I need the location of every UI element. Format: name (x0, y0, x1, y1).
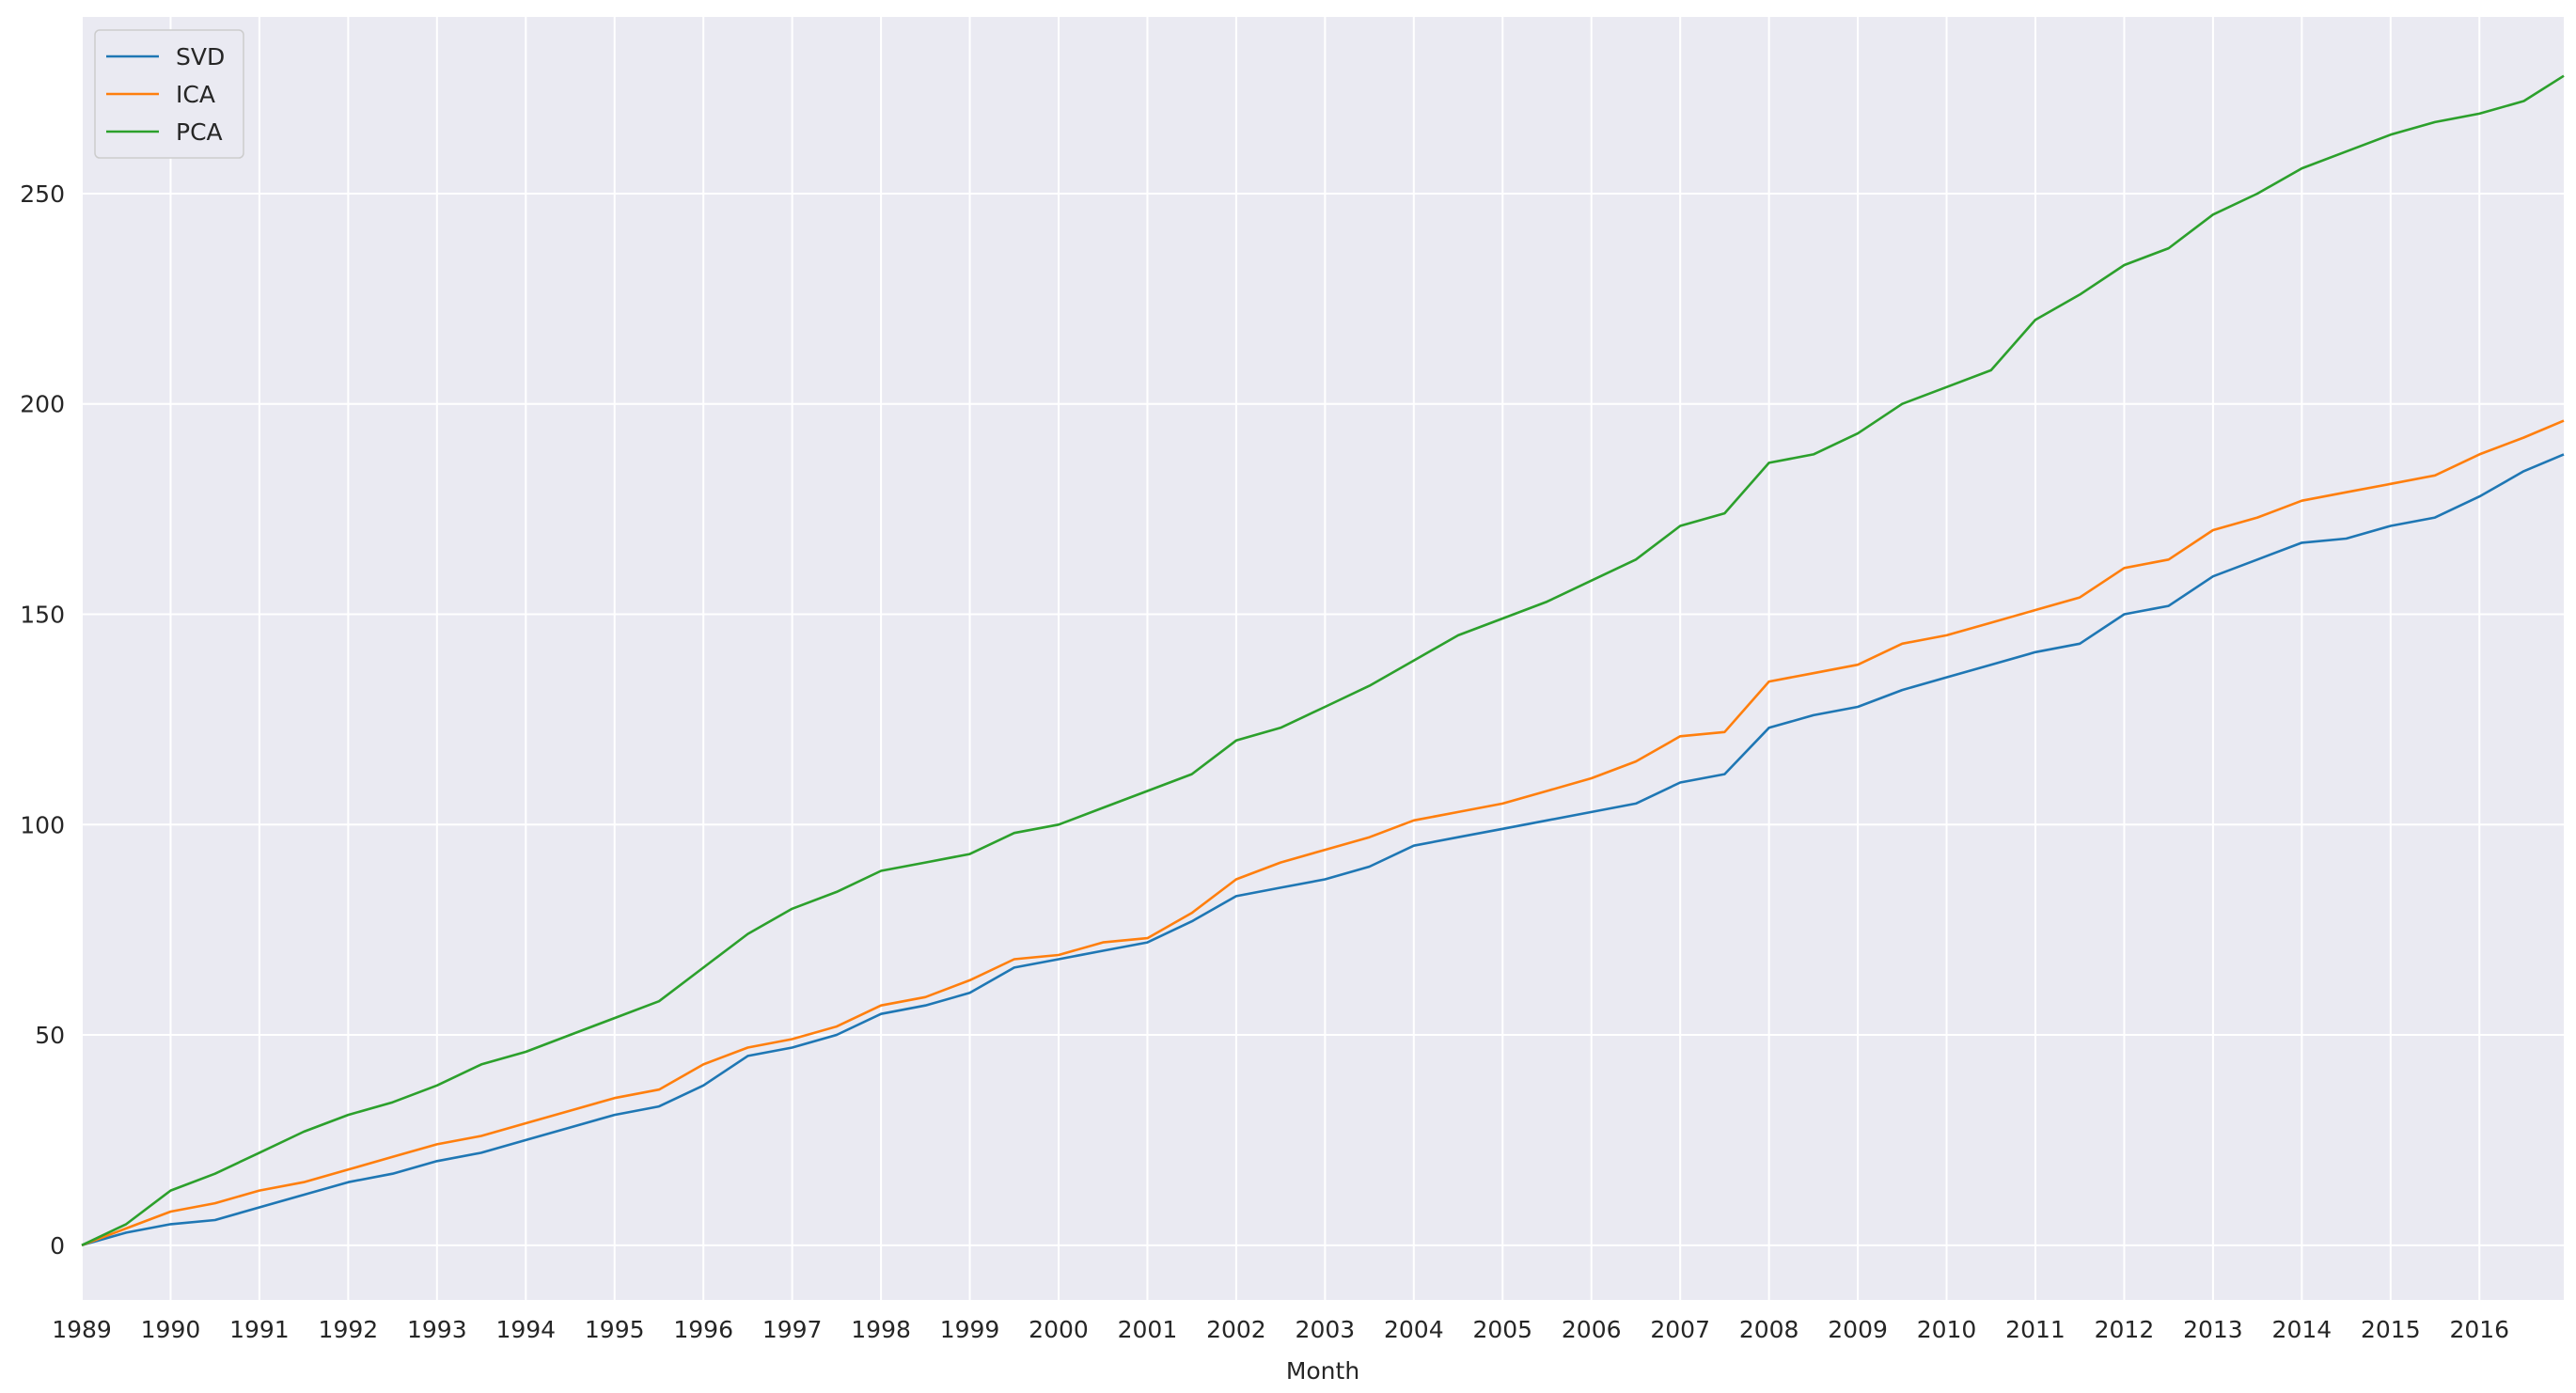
x-tick-label: 1998 (851, 1316, 911, 1343)
legend-label: PCA (176, 118, 223, 146)
x-tick-label: 1995 (585, 1316, 645, 1343)
x-tick-label: 1989 (52, 1316, 112, 1343)
x-tick-label: 2011 (2005, 1316, 2066, 1343)
y-tick-label: 250 (20, 180, 65, 208)
x-tick-label: 2004 (1384, 1316, 1444, 1343)
x-axis-tick-labels: 1989 1990 1991 1992 1993 1994 1995 1996 1997 1998… (52, 1316, 2509, 1343)
legend-label: ICA (176, 81, 215, 108)
x-tick-label: 2016 (2449, 1316, 2509, 1343)
x-tick-label: 1992 (319, 1316, 379, 1343)
x-tick-label: 2014 (2272, 1316, 2333, 1343)
x-tick-label: 2010 (1917, 1316, 1977, 1343)
y-tick-label: 0 (50, 1232, 65, 1260)
x-tick-label: 1993 (407, 1316, 467, 1343)
y-tick-label: 200 (20, 391, 65, 418)
x-tick-label: 1994 (495, 1316, 556, 1343)
y-axis-tick-labels: 0 50 100 150 200 250 (20, 180, 65, 1260)
x-tick-label: 2003 (1296, 1316, 1356, 1343)
x-tick-label: 2007 (1650, 1316, 1710, 1343)
x-tick-label: 2012 (2095, 1316, 2155, 1343)
x-tick-label: 1991 (229, 1316, 290, 1343)
series-lines (81, 74, 2565, 1247)
grid-lines (81, 17, 2564, 1300)
x-axis-title: Month (1286, 1357, 1359, 1385)
series-line-ica (81, 419, 2565, 1247)
x-tick-label: 1990 (141, 1316, 201, 1343)
x-tick-label: 2015 (2361, 1316, 2421, 1343)
x-tick-label: 1997 (762, 1316, 823, 1343)
x-tick-label: 2013 (2183, 1316, 2243, 1343)
legend: SVD ICA PCA (94, 29, 244, 159)
y-tick-label: 150 (20, 602, 65, 629)
x-tick-label: 2008 (1739, 1316, 1799, 1343)
legend-label: SVD (176, 43, 225, 70)
y-tick-label: 50 (35, 1022, 65, 1049)
x-tick-label: 2006 (1562, 1316, 1622, 1343)
plot-background (82, 17, 2564, 1300)
x-tick-label: 2002 (1206, 1316, 1266, 1343)
series-line-pca (81, 74, 2565, 1246)
x-tick-label: 1999 (940, 1316, 1000, 1343)
x-tick-label: 2000 (1029, 1316, 1089, 1343)
x-tick-label: 2005 (1472, 1316, 1532, 1343)
series-line-svd (81, 453, 2565, 1247)
x-tick-label: 2001 (1118, 1316, 1178, 1343)
legend-box (94, 29, 244, 159)
y-tick-label: 100 (20, 811, 65, 838)
x-tick-label: 2009 (1828, 1316, 1888, 1343)
x-tick-label: 1996 (673, 1316, 733, 1343)
